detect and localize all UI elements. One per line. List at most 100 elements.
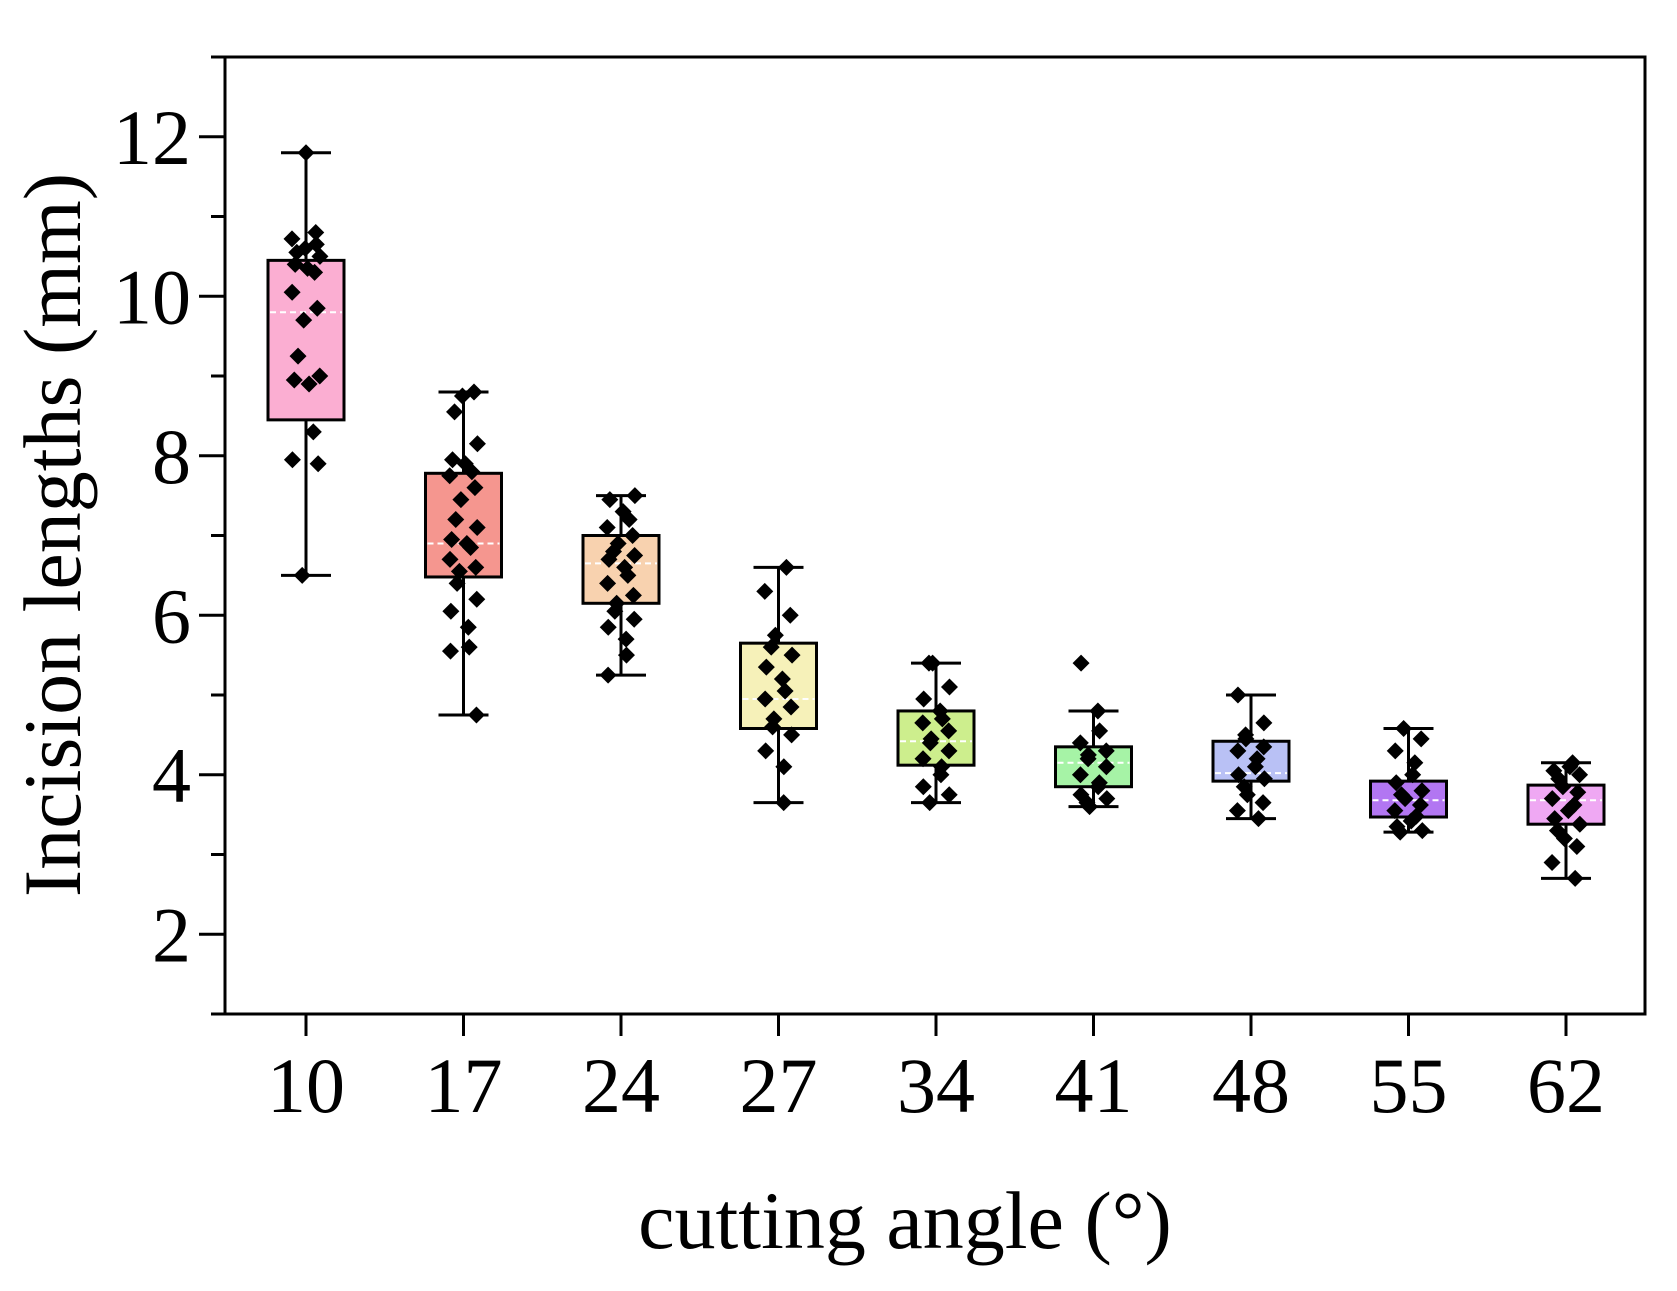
- data-point: [288, 243, 306, 261]
- data-point: [932, 766, 950, 784]
- data-point: [940, 678, 958, 696]
- box-group-34: [896, 661, 976, 805]
- y-axis-title: Incision lengths (mm): [7, 173, 98, 897]
- x-tick-label: 48: [1212, 1042, 1290, 1129]
- data-point: [1071, 734, 1089, 752]
- data-point: [1255, 714, 1273, 732]
- data-point: [775, 758, 793, 776]
- x-tick-label: 62: [1527, 1042, 1605, 1129]
- x-tick-label: 10: [267, 1042, 345, 1129]
- data-point: [625, 610, 643, 628]
- data-point: [1089, 778, 1107, 796]
- data-point: [467, 558, 485, 576]
- data-point: [783, 726, 801, 744]
- data-point: [1079, 750, 1097, 768]
- data-point: [468, 519, 486, 537]
- data-point: [773, 670, 791, 688]
- box-group-10: [266, 151, 346, 577]
- data-point: [775, 794, 793, 812]
- data-point: [1387, 774, 1405, 792]
- data-point: [1229, 686, 1247, 704]
- data-point: [1097, 742, 1115, 760]
- data-point: [300, 375, 318, 393]
- x-tick-label: 41: [1055, 1042, 1133, 1129]
- data-point: [756, 690, 774, 708]
- data-point: [1249, 810, 1267, 828]
- data-point: [1555, 830, 1573, 848]
- data-point: [1228, 802, 1246, 820]
- data-point: [306, 263, 324, 281]
- data-point: [467, 706, 485, 724]
- data-point: [1406, 754, 1424, 772]
- box-group-62: [1526, 761, 1606, 880]
- data-point: [1391, 823, 1409, 841]
- data-point: [940, 722, 958, 740]
- data-point: [1554, 778, 1572, 796]
- data-point: [1089, 702, 1107, 720]
- data-point: [1566, 869, 1584, 887]
- data-point: [600, 550, 618, 568]
- data-point: [756, 582, 774, 600]
- data-point: [1395, 719, 1413, 737]
- y-tick-label: 12: [113, 94, 191, 181]
- data-point: [297, 144, 315, 162]
- data-point: [914, 714, 932, 732]
- data-point: [940, 786, 958, 804]
- y-tick-label: 10: [113, 253, 191, 340]
- data-point: [776, 682, 794, 700]
- box-group-17: [424, 390, 503, 717]
- y-tick-label: 6: [152, 572, 191, 659]
- data-point: [1229, 742, 1247, 760]
- data-point: [285, 371, 303, 389]
- box: [266, 258, 346, 422]
- data-point: [1402, 812, 1420, 830]
- data-point: [921, 794, 939, 812]
- data-point: [304, 423, 322, 441]
- data-point: [462, 538, 480, 556]
- data-point: [452, 491, 470, 509]
- box-group-27: [739, 565, 818, 805]
- x-tick-label: 24: [582, 1042, 660, 1129]
- data-point: [441, 467, 459, 485]
- data-point: [442, 602, 460, 620]
- x-tick-label: 55: [1370, 1042, 1448, 1129]
- y-tick-label: 8: [152, 413, 191, 500]
- data-point: [617, 646, 635, 664]
- data-point: [1561, 758, 1579, 776]
- data-point: [1071, 766, 1089, 784]
- data-point: [626, 487, 644, 505]
- data-point: [441, 550, 459, 568]
- x-axis: 10 17 24 27 34 41 48 55 62: [267, 1014, 1605, 1129]
- data-point: [1571, 815, 1589, 833]
- box-group-24: [581, 494, 661, 677]
- data-point: [1238, 786, 1256, 804]
- data-point: [311, 247, 329, 265]
- box: [424, 471, 503, 579]
- data-point: [309, 455, 327, 473]
- data-point: [1072, 654, 1090, 672]
- data-point: [781, 606, 799, 624]
- data-point: [283, 230, 301, 248]
- data-point: [1543, 790, 1561, 808]
- data-point: [1386, 802, 1404, 820]
- data-point: [757, 658, 775, 676]
- data-point: [441, 642, 459, 660]
- data-point: [933, 710, 951, 728]
- x-tick-label: 27: [740, 1042, 818, 1129]
- data-point: [598, 519, 616, 537]
- data-point: [453, 387, 471, 405]
- x-tick-label: 34: [897, 1042, 975, 1129]
- data-point: [1254, 794, 1272, 812]
- data-point: [1097, 758, 1115, 776]
- data-point: [599, 574, 617, 592]
- data-point: [289, 347, 307, 365]
- data-point: [1246, 758, 1264, 776]
- data-point: [782, 698, 800, 716]
- data-point: [626, 546, 644, 564]
- data-point: [920, 654, 938, 672]
- data-point: [599, 666, 617, 684]
- data-point: [762, 638, 780, 656]
- x-tick-label: 17: [425, 1042, 503, 1129]
- data-point: [444, 451, 462, 469]
- data-point: [1091, 722, 1109, 740]
